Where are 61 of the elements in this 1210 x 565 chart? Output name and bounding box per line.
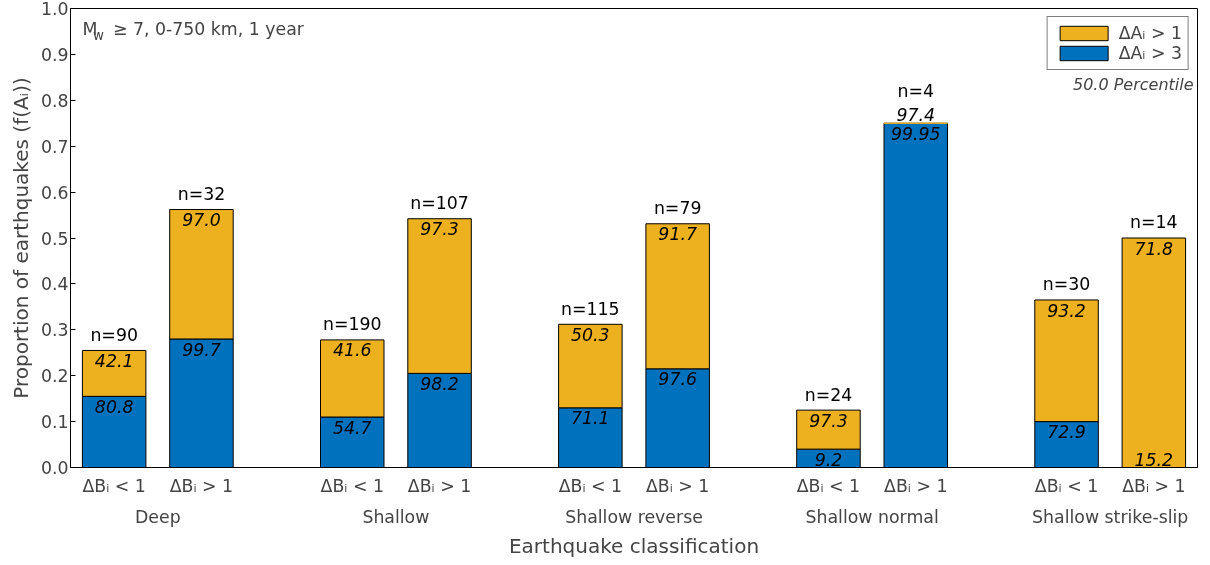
y-tick-label: 0.0 [40, 458, 69, 478]
annotation: n=107 [410, 193, 469, 214]
annotation: n=14 [1130, 212, 1178, 233]
annotation: 72.9 [1047, 422, 1086, 443]
annotation: 41.6 [332, 340, 372, 361]
annotation: 98.2 [420, 374, 459, 394]
x-tick-label: ΔBᵢ > 1 [1122, 475, 1186, 496]
annotation: n=79 [653, 198, 702, 219]
annotation: 97.0 [182, 210, 221, 231]
legend-label: ΔAᵢ > 3 [1118, 43, 1182, 63]
annotation: n=32 [177, 184, 226, 205]
text: Shallow strike-slip [1032, 506, 1189, 527]
annotation: n=90 [90, 324, 138, 345]
text: Deep [134, 506, 181, 527]
annotation: 15.2 [1134, 449, 1174, 470]
legend-label: ΔAᵢ > 1 [1118, 23, 1182, 43]
annotation: 50.0 Percentile [1072, 74, 1194, 94]
annotation: 93.2 [1047, 300, 1086, 321]
annotation: n=115 [561, 298, 620, 319]
annotation: 99.95 [890, 123, 941, 144]
annotation: 50.3 [571, 324, 610, 345]
y-tick-label: 0.4 [40, 274, 69, 295]
y-tick-label: 0.7 [40, 136, 69, 157]
x-tick-label: ΔBᵢ > 1 [645, 475, 710, 496]
x-axis-title: Earthquake classification [508, 533, 760, 558]
annotation: 71.1 [571, 408, 610, 429]
annotation: 80.8 [94, 396, 134, 417]
x-tick-label: ΔBᵢ < 1 [558, 475, 623, 496]
x-tick-label: ΔBᵢ > 1 [407, 475, 472, 496]
annotation: 99.7 [182, 339, 221, 360]
y-tick-label: 0.1 [40, 412, 69, 433]
x-tick-label: ΔBᵢ < 1 [1034, 475, 1099, 496]
x-tick-label: ΔBᵢ < 1 [82, 475, 146, 496]
y-tick-label: 0.6 [40, 182, 69, 203]
y-axis-title: Proportion of earthquakes (f(Aᵢ)) [8, 77, 33, 399]
text: Shallow normal [805, 506, 939, 527]
annotation: n=190 [322, 314, 382, 335]
annotation: 97.6 [658, 369, 697, 390]
annotation: 97.3 [420, 219, 459, 240]
x-tick-label: ΔBᵢ < 1 [796, 475, 861, 496]
annotation: 42.1 [94, 351, 134, 372]
x-tick-label: ΔBᵢ > 1 [884, 475, 948, 496]
text: Shallow [362, 506, 430, 527]
y-tick-label: 1.0 [40, 0, 69, 19]
text: Shallow reverse [565, 506, 703, 527]
annotation: 71.8 [1134, 238, 1174, 259]
x-tick-label: ΔBᵢ < 1 [320, 475, 384, 496]
y-tick-label: 0.9 [40, 44, 69, 65]
y-tick-label: 0.8 [40, 90, 69, 111]
annotation: 97.4 [896, 105, 936, 126]
annotation: n=30 [1042, 274, 1091, 295]
y-tick-label: 0.5 [40, 228, 69, 249]
x-tick-label: ΔBᵢ > 1 [169, 475, 234, 496]
annotation: n=4 [897, 81, 935, 102]
annotation: 91.7 [658, 224, 697, 245]
annotation: 54.7 [332, 417, 372, 438]
y-tick-label: 0.2 [40, 366, 69, 387]
annotation: 9.2 [814, 449, 843, 470]
annotation: 97.3 [809, 410, 848, 431]
annotation: n=24 [804, 384, 853, 405]
y-tick-label: 0.3 [40, 320, 69, 341]
